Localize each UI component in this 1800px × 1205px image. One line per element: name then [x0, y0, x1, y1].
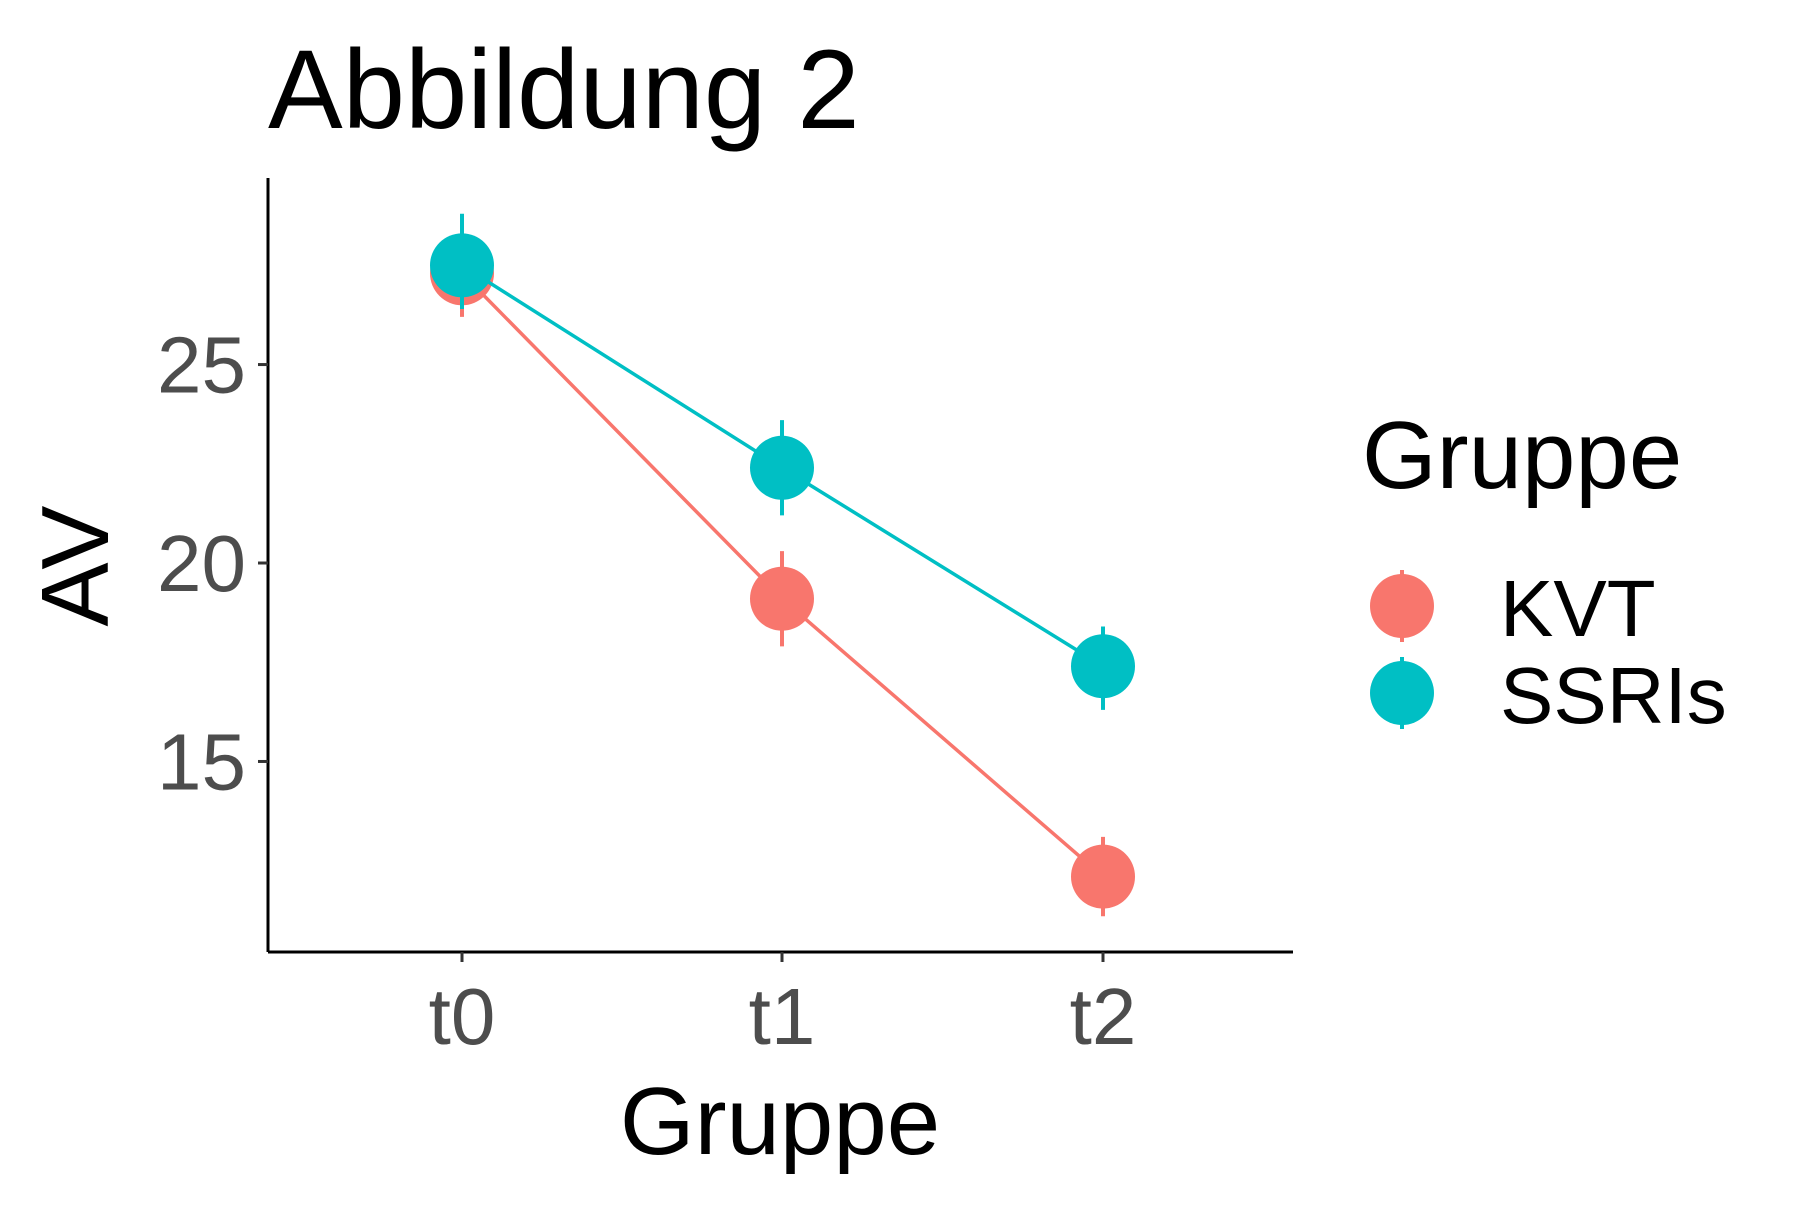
x-axis-ticks: t0 t1 t2	[429, 952, 1137, 1061]
x-axis-label: Gruppe	[620, 1068, 940, 1175]
data-point	[750, 435, 814, 500]
y-tick-label: 20	[157, 519, 246, 608]
x-tick-label: t1	[749, 972, 816, 1061]
x-tick-label: t0	[429, 972, 496, 1061]
y-axis-label: AV	[22, 506, 129, 627]
data-point	[430, 233, 494, 298]
y-axis-ticks: 15 20 25	[157, 321, 268, 806]
legend-key-ssris	[1370, 661, 1434, 725]
data-point	[750, 566, 814, 631]
legend-label: KVT	[1500, 564, 1656, 653]
data-point	[1071, 844, 1135, 909]
data-point	[1071, 634, 1135, 699]
y-tick-label: 15	[157, 717, 246, 806]
legend-label: SSRIs	[1500, 651, 1727, 740]
series-layer	[430, 213, 1135, 917]
legend-title: Gruppe	[1362, 402, 1682, 509]
x-tick-label: t2	[1070, 972, 1137, 1061]
legend-key-kvt	[1370, 574, 1434, 638]
y-tick-label: 25	[157, 321, 246, 410]
chart-title: Abbildung 2	[268, 27, 860, 152]
